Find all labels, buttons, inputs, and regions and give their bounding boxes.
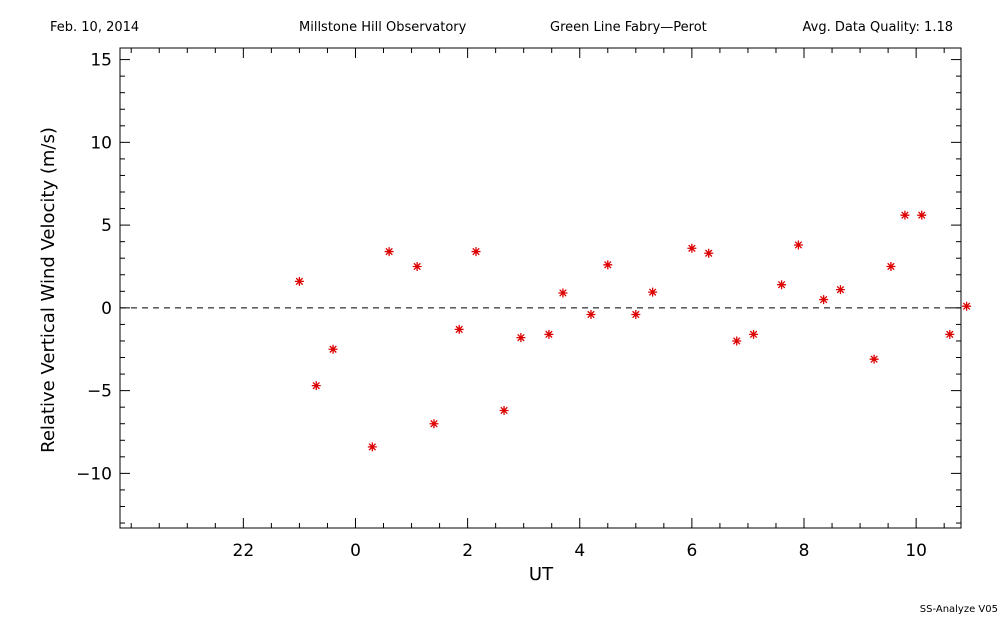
y-tick-label: −5 xyxy=(87,382,112,402)
data-point-marker xyxy=(917,210,927,220)
data-point-marker xyxy=(835,285,845,295)
version-footer: SS-Analyze V05 xyxy=(920,604,998,615)
data-point-marker xyxy=(311,381,321,391)
data-point-marker xyxy=(471,247,481,257)
data-point-marker xyxy=(294,276,304,286)
instrument-label: Green Line Fabry—Perot xyxy=(550,20,707,35)
data-point-marker xyxy=(687,243,697,253)
data-point-marker xyxy=(704,248,714,258)
plot-area: 22 0 2 4 6 8 10 −10 −5 0 5 10 15 xyxy=(76,47,972,561)
data-point-marker xyxy=(777,280,787,290)
y-tick-label: 5 xyxy=(101,216,112,236)
data-point-marker xyxy=(945,329,955,339)
data-point-marker xyxy=(412,261,422,271)
data-point-marker xyxy=(384,247,394,257)
x-tick-label: 10 xyxy=(905,541,927,561)
y-tick-label: 15 xyxy=(90,51,112,71)
data-point-marker xyxy=(793,240,803,250)
data-point-marker xyxy=(544,329,554,339)
data-point-marker xyxy=(749,329,759,339)
x-tick-label: 4 xyxy=(574,541,585,561)
data-point-marker xyxy=(454,324,464,334)
data-point-marker xyxy=(886,261,896,271)
data-point-marker xyxy=(367,442,377,452)
plot-frame xyxy=(119,47,962,529)
data-quality-label: Avg. Data Quality: 1.18 xyxy=(803,20,953,35)
data-point-marker xyxy=(516,333,526,343)
data-point-marker xyxy=(962,301,972,311)
data-point-marker xyxy=(648,287,658,297)
data-point-marker xyxy=(631,309,641,319)
data-point-marker xyxy=(558,288,568,298)
x-tick-label: 2 xyxy=(462,541,473,561)
data-point-marker xyxy=(869,354,879,364)
y-tick-label: 0 xyxy=(101,299,112,319)
data-point-marker xyxy=(819,295,829,305)
data-point-marker xyxy=(328,344,338,354)
x-tick-label: 22 xyxy=(233,541,255,561)
y-axis-title: Relative Vertical Wind Velocity (m/s) xyxy=(38,127,59,453)
data-point-marker xyxy=(732,336,742,346)
data-point-marker xyxy=(586,309,596,319)
data-point-marker xyxy=(429,419,439,429)
x-tick-label: 6 xyxy=(686,541,697,561)
data-point-marker xyxy=(603,260,613,270)
data-point-marker xyxy=(900,210,910,220)
observatory-label: Millstone Hill Observatory xyxy=(299,20,467,35)
date-label: Feb. 10, 2014 xyxy=(50,20,139,35)
x-tick-label: 8 xyxy=(799,541,810,561)
data-point-marker xyxy=(499,405,509,415)
y-tick-label: 10 xyxy=(90,133,112,153)
x-tick-label: 0 xyxy=(350,541,361,561)
x-axis-title: UT xyxy=(529,564,554,585)
y-tick-label: −10 xyxy=(76,464,112,484)
